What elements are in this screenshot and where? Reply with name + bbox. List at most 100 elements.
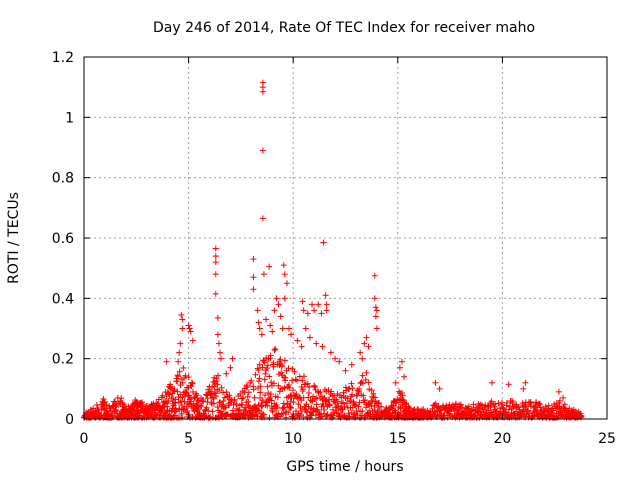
data-point xyxy=(488,379,495,386)
data-point xyxy=(264,362,271,369)
data-point xyxy=(266,263,273,270)
data-point xyxy=(315,301,322,308)
data-point xyxy=(392,379,399,386)
data-point xyxy=(288,413,295,420)
data-point xyxy=(328,388,335,395)
data-point xyxy=(215,340,222,347)
data-point xyxy=(214,331,221,338)
data-point xyxy=(189,337,196,344)
data-point xyxy=(175,358,182,365)
data-point xyxy=(214,314,221,321)
data-point xyxy=(306,384,313,391)
data-point xyxy=(113,406,120,413)
data-point xyxy=(211,383,218,390)
data-point xyxy=(401,373,408,380)
data-point xyxy=(192,402,199,409)
data-point xyxy=(179,316,186,323)
data-point xyxy=(255,367,262,374)
data-point xyxy=(457,401,464,408)
data-point xyxy=(170,395,177,402)
data-point xyxy=(506,406,513,413)
data-point xyxy=(173,407,180,414)
data-point xyxy=(373,307,380,314)
data-point xyxy=(285,409,292,416)
data-point xyxy=(180,406,187,413)
data-point xyxy=(205,407,212,414)
data-point xyxy=(499,404,506,411)
data-point xyxy=(176,368,183,375)
data-point xyxy=(271,346,278,353)
data-point xyxy=(269,328,276,335)
grid xyxy=(84,57,607,419)
data-point xyxy=(256,375,263,382)
data-point xyxy=(291,368,298,375)
data-point xyxy=(294,337,301,344)
data-point xyxy=(530,409,537,416)
data-point xyxy=(212,390,219,397)
data-point xyxy=(258,400,265,407)
data-point xyxy=(197,402,204,409)
x-tick-label: 20 xyxy=(493,431,511,447)
data-point xyxy=(335,410,342,417)
data-point xyxy=(274,404,281,411)
data-point xyxy=(368,387,375,394)
data-point xyxy=(133,398,140,405)
data-point xyxy=(272,346,279,353)
data-point xyxy=(189,388,196,395)
data-point xyxy=(358,379,365,386)
data-point xyxy=(279,362,286,369)
data-point xyxy=(220,389,227,396)
data-point xyxy=(336,358,343,365)
data-point xyxy=(351,401,358,408)
data-point xyxy=(545,402,552,409)
data-point xyxy=(251,394,258,401)
data-point xyxy=(371,272,378,279)
data-point xyxy=(330,392,337,399)
data-point xyxy=(186,325,193,332)
data-point xyxy=(348,380,355,387)
data-point xyxy=(155,396,162,403)
data-point xyxy=(505,381,512,388)
data-point xyxy=(255,378,262,385)
data-point xyxy=(357,349,364,356)
data-point xyxy=(258,331,265,338)
data-point xyxy=(264,383,271,390)
x-tick-label: 25 xyxy=(598,431,616,447)
data-point xyxy=(349,385,356,392)
data-point xyxy=(359,380,366,387)
data-point xyxy=(323,301,330,308)
data-point xyxy=(365,379,372,386)
data-point xyxy=(260,271,267,278)
data-point xyxy=(340,399,347,406)
data-point xyxy=(281,357,288,364)
data-point xyxy=(526,410,533,417)
data-point xyxy=(554,414,561,421)
data-point xyxy=(359,355,366,362)
data-point xyxy=(255,319,262,326)
data-point xyxy=(274,394,281,401)
data-point xyxy=(319,343,326,350)
data-point xyxy=(302,325,309,332)
data-point xyxy=(289,387,296,394)
data-point xyxy=(299,377,306,384)
data-point xyxy=(250,256,257,263)
data-point xyxy=(300,307,307,314)
data-point xyxy=(352,402,359,409)
data-point xyxy=(492,400,499,407)
data-point xyxy=(187,328,194,335)
data-point xyxy=(366,386,373,393)
data-point xyxy=(214,381,221,388)
y-axis-label: ROTI / TECUs xyxy=(6,192,22,284)
data-point xyxy=(309,397,316,404)
data-point xyxy=(178,376,185,383)
data-point xyxy=(275,382,282,389)
data-point xyxy=(261,359,268,366)
y-tick-label: 0.8 xyxy=(52,171,74,187)
data-point xyxy=(349,391,356,398)
data-point xyxy=(282,374,289,381)
data-point xyxy=(372,313,379,320)
data-point xyxy=(257,389,264,396)
data-point xyxy=(178,402,185,409)
data-point xyxy=(311,384,318,391)
data-point xyxy=(209,394,216,401)
